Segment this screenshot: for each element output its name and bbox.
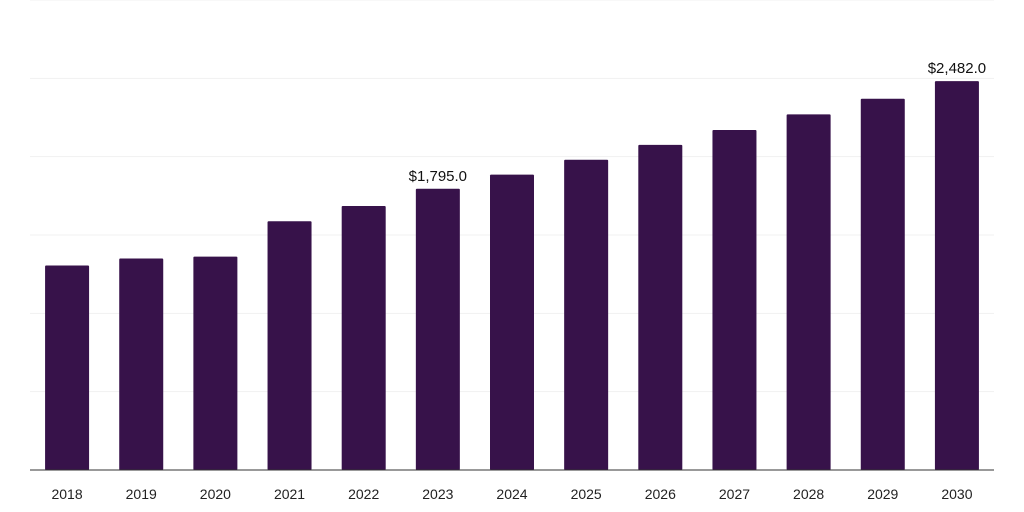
bar-2030[interactable] xyxy=(934,81,979,471)
x-tick-label-2030: 2030 xyxy=(941,486,972,502)
x-tick-label-2023: 2023 xyxy=(422,486,453,502)
x-axis-tick-labels: 2018 2019 2020 2021 2022 2023 2024 2025 2026 2027… xyxy=(51,486,972,502)
x-tick-label-2026: 2026 xyxy=(645,486,676,502)
bar-2020[interactable] xyxy=(193,256,238,470)
x-tick-label-2020: 2020 xyxy=(200,486,231,502)
bar-2022[interactable] xyxy=(341,206,386,470)
x-tick-label-2021: 2021 xyxy=(274,486,305,502)
x-tick-label-2019: 2019 xyxy=(126,486,157,502)
data-labels: $1,795.0 $2,482.0 xyxy=(409,60,986,185)
bar-2023[interactable] xyxy=(415,188,460,471)
bar-2027[interactable] xyxy=(712,130,757,471)
x-tick-label-2028: 2028 xyxy=(793,486,824,502)
bar-2029[interactable] xyxy=(860,98,905,470)
x-tick-label-2018: 2018 xyxy=(51,486,82,502)
x-tick-label-2025: 2025 xyxy=(571,486,602,502)
bars xyxy=(45,81,979,471)
bar-2025[interactable] xyxy=(564,159,609,471)
data-label-2023: $1,795.0 xyxy=(409,168,467,185)
bar-2019[interactable] xyxy=(119,258,164,471)
x-tick-label-2027: 2027 xyxy=(719,486,750,502)
x-tick-label-2024: 2024 xyxy=(496,486,527,502)
bar-2024[interactable] xyxy=(490,174,534,470)
bar-2028[interactable] xyxy=(786,114,831,470)
x-tick-label-2022: 2022 xyxy=(348,486,379,502)
data-label-2030: $2,482.0 xyxy=(928,60,986,77)
bar-2021[interactable] xyxy=(267,221,312,470)
bar-2026[interactable] xyxy=(638,144,683,470)
bar-2018[interactable] xyxy=(45,265,90,470)
x-tick-label-2029: 2029 xyxy=(867,486,898,502)
